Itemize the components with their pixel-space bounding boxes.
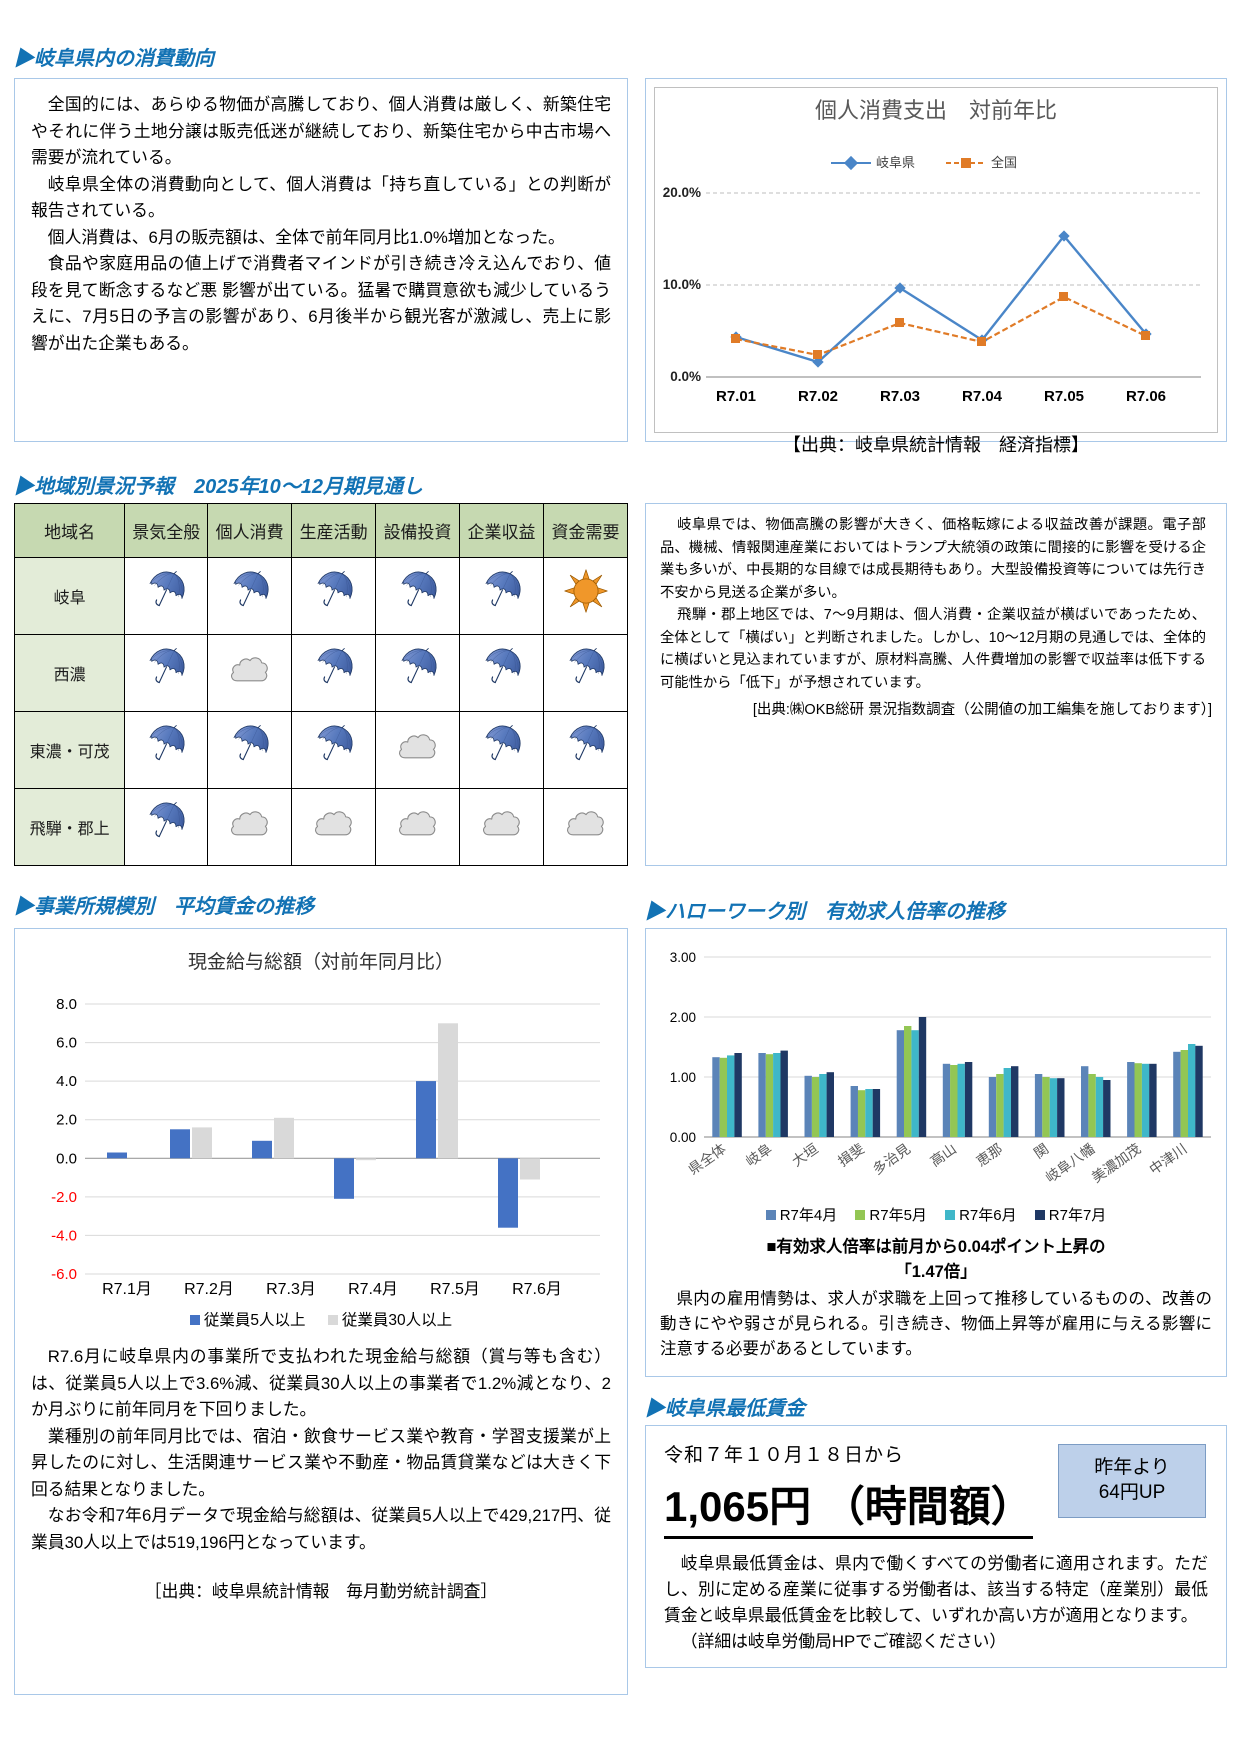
- svg-text:3.00: 3.00: [670, 950, 696, 965]
- svg-text:2.00: 2.00: [670, 1010, 696, 1025]
- svg-text:R7.2月: R7.2月: [184, 1281, 234, 1298]
- svg-text:R7.6月: R7.6月: [512, 1281, 562, 1298]
- svg-text:-6.0: -6.0: [51, 1266, 77, 1283]
- svg-text:恵那: 恵那: [973, 1140, 1005, 1169]
- svg-text:美濃加茂: 美濃加茂: [1089, 1140, 1144, 1185]
- svg-text:高山: 高山: [927, 1140, 959, 1169]
- svg-text:県全体: 県全体: [685, 1140, 729, 1177]
- svg-text:0.0: 0.0: [56, 1150, 77, 1167]
- svg-text:2.0: 2.0: [56, 1112, 77, 1129]
- svg-text:関: 関: [1031, 1140, 1052, 1161]
- svg-text:岐阜: 岐阜: [743, 1140, 775, 1169]
- svg-text:R7.4月: R7.4月: [348, 1281, 398, 1298]
- svg-text:R7.3月: R7.3月: [266, 1281, 316, 1298]
- svg-text:R7.5月: R7.5月: [430, 1281, 480, 1298]
- svg-text:大垣: 大垣: [789, 1140, 821, 1169]
- svg-text:多治見: 多治見: [870, 1140, 914, 1177]
- svg-text:6.0: 6.0: [56, 1035, 77, 1052]
- svg-text:1.00: 1.00: [670, 1070, 696, 1085]
- svg-text:中津川: 中津川: [1146, 1140, 1190, 1177]
- svg-text:4.0: 4.0: [56, 1073, 77, 1090]
- svg-text:-4.0: -4.0: [51, 1227, 77, 1244]
- svg-text:0.00: 0.00: [670, 1130, 696, 1145]
- svg-text:-2.0: -2.0: [51, 1189, 77, 1206]
- svg-text:8.0: 8.0: [56, 996, 77, 1013]
- svg-text:R7.1月: R7.1月: [102, 1281, 152, 1298]
- svg-text:揖斐: 揖斐: [835, 1140, 867, 1169]
- svg-text:岐阜八幡: 岐阜八幡: [1042, 1140, 1097, 1185]
